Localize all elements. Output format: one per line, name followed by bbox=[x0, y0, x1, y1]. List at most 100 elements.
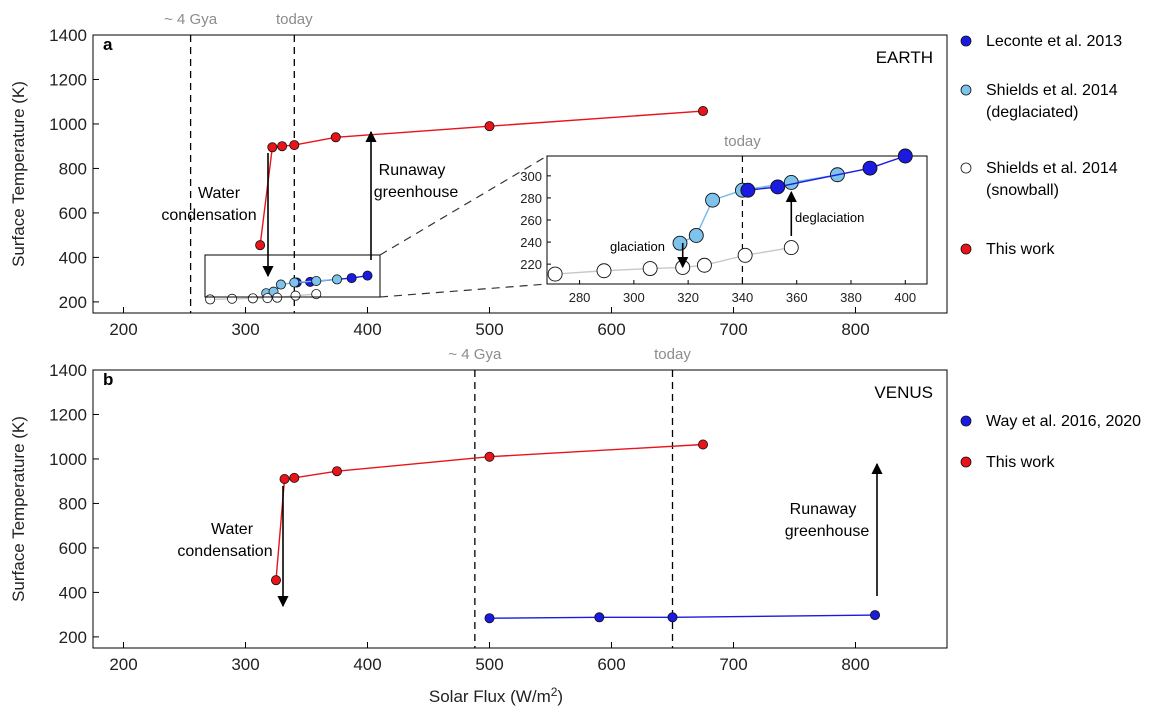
panel-b-data-point bbox=[667, 612, 678, 623]
inset-data-point bbox=[596, 263, 612, 279]
panel-a-vline-label: today bbox=[276, 11, 313, 28]
axis-ticks: 200 300 400 500 600 700 800 200 400 600 800 1000 120… bbox=[49, 26, 870, 674]
inset-data-point bbox=[737, 247, 753, 263]
panel-a-x-tick-label: 400 bbox=[353, 320, 381, 339]
panel-b-x-tick-label: 300 bbox=[231, 655, 259, 674]
panel-a-data-point bbox=[262, 293, 273, 304]
zoom-region-box bbox=[204, 254, 381, 298]
panel-a-data-point bbox=[277, 141, 288, 152]
panel-a-data-point bbox=[484, 121, 495, 132]
data-series bbox=[205, 106, 881, 624]
legends: Leconte et al. 2013 Shields et al. 2014 (d… bbox=[960, 33, 1141, 471]
inset-data-point bbox=[696, 257, 712, 273]
panel-b-y-tick-label: 1400 bbox=[49, 361, 87, 380]
inset-x-tick-label: 300 bbox=[623, 290, 645, 305]
panel-a-legend-marker bbox=[960, 84, 972, 96]
inset-glaciation-label: glaciation bbox=[610, 239, 665, 254]
panel-a-water-condensation-line2: condensation bbox=[161, 207, 256, 224]
panel-a-data-point bbox=[362, 270, 373, 281]
panel-a-data-point bbox=[205, 294, 216, 305]
panel-a-y-tick-label: 1000 bbox=[49, 115, 87, 134]
panel-a-legend-marker bbox=[960, 162, 972, 174]
panel-b-runaway-greenhouse-line2: greenhouse bbox=[785, 523, 870, 540]
plot-frames: a EARTH Surface Temperature (K) b VENUS Surfa… bbox=[9, 34, 948, 649]
panel-b-y-tick-label: 600 bbox=[59, 539, 87, 558]
panel-a-x-tick-label: 200 bbox=[109, 320, 137, 339]
panel-a-data-point bbox=[311, 289, 322, 300]
inset-data-point bbox=[770, 179, 786, 195]
panel-a-data-point bbox=[698, 106, 709, 117]
panel-b-data-point bbox=[594, 612, 605, 623]
inset-y-tick-label: 280 bbox=[520, 191, 542, 206]
inset-x-tick-label: 320 bbox=[677, 290, 699, 305]
panel-a-y-axis-label: Surface Temperature (K) bbox=[9, 81, 28, 267]
inset-x-tick-label: 400 bbox=[894, 290, 916, 305]
inset-data-point bbox=[862, 160, 878, 176]
panel-b-data-point bbox=[698, 439, 709, 450]
inset-data-point bbox=[672, 235, 688, 251]
panel-b-y-tick-label: 400 bbox=[59, 583, 87, 602]
panel-a-water-condensation-line1: Water bbox=[198, 185, 241, 202]
panel-a-x-tick-label: 300 bbox=[231, 320, 259, 339]
panel-b-y-tick-label: 1200 bbox=[49, 405, 87, 424]
inset-x-tick-label: 280 bbox=[569, 290, 591, 305]
vertical-reference-lines: ~ 4 Gya today ~ 4 Gya today bbox=[164, 11, 691, 648]
panel-a-x-tick-label: 700 bbox=[719, 320, 747, 339]
panel-b-x-tick-label: 800 bbox=[841, 655, 869, 674]
panel-a-data-point bbox=[267, 142, 278, 153]
panel-a-frame bbox=[92, 34, 948, 314]
panel-b-data-point bbox=[279, 473, 290, 484]
panel-b-legend-label: Way et al. 2016, 2020 bbox=[986, 413, 1141, 430]
panel-a-legend-label: (snowball) bbox=[986, 182, 1059, 199]
panel-b-y-tick-label: 200 bbox=[59, 628, 87, 647]
panel-b-y-tick-label: 1000 bbox=[49, 450, 87, 469]
inset-x-tick-label: 360 bbox=[786, 290, 808, 305]
panel-a-legend-label: This work bbox=[986, 241, 1055, 258]
panel-a-letter: a bbox=[103, 35, 113, 54]
panel-a-y-tick-label: 400 bbox=[59, 248, 87, 267]
panel-a-y-tick-label: 1200 bbox=[49, 70, 87, 89]
panel-a-legend-label: Shields et al. 2014 bbox=[986, 160, 1118, 177]
panel-b-legend-marker bbox=[960, 456, 972, 468]
panel-b-data-point bbox=[289, 472, 300, 483]
panel-a-data-point bbox=[330, 132, 341, 143]
panel-a-legend-marker bbox=[960, 243, 972, 255]
panel-b-vline-label: today bbox=[654, 346, 691, 363]
inset-y-tick-label: 300 bbox=[520, 169, 542, 184]
panel-a-data-point bbox=[346, 273, 357, 284]
panel-a-legend-label: (deglaciated) bbox=[986, 104, 1079, 121]
inset-data-point bbox=[688, 227, 704, 243]
panel-b-letter: b bbox=[103, 370, 113, 389]
inset-y-tick-label: 220 bbox=[520, 257, 542, 272]
inset-data-point bbox=[897, 148, 913, 164]
panel-a-data-point bbox=[227, 293, 238, 304]
panel-a-y-tick-label: 200 bbox=[59, 293, 87, 312]
panel-b-frame bbox=[92, 369, 948, 649]
panel-a-x-tick-label: 600 bbox=[597, 320, 625, 339]
inset-y-tick-label: 240 bbox=[520, 235, 542, 250]
zoom-connector-top bbox=[379, 155, 548, 256]
panel-b-data-point bbox=[270, 575, 281, 586]
panel-b-water-condensation-line2: condensation bbox=[177, 543, 272, 560]
x-axis-label: Solar Flux (W/m2) bbox=[429, 685, 563, 706]
panel-a-data-point bbox=[290, 290, 301, 301]
panel-b-series-line bbox=[489, 614, 876, 619]
panel-a-title: EARTH bbox=[876, 48, 933, 67]
panel-b-x-tick-label: 200 bbox=[109, 655, 137, 674]
inset-data-point bbox=[547, 266, 563, 282]
panel-a-y-tick-label: 1400 bbox=[49, 26, 87, 45]
panel-a-x-tick-label: 500 bbox=[475, 320, 503, 339]
inset-data-point bbox=[740, 182, 756, 198]
panel-b-data-point bbox=[331, 466, 342, 477]
panel-b-y-axis-label: Surface Temperature (K) bbox=[9, 416, 28, 602]
panel-a-data-point bbox=[247, 293, 258, 304]
panel-b-x-tick-label: 400 bbox=[353, 655, 381, 674]
panel-a-data-point bbox=[331, 274, 342, 285]
panel-b-data-point bbox=[484, 451, 495, 462]
panel-b-legend-label: This work bbox=[986, 454, 1055, 471]
panel-a-x-tick-label: 800 bbox=[841, 320, 869, 339]
panel-a-data-point bbox=[289, 140, 300, 151]
inset-vline-label: today bbox=[724, 133, 761, 150]
panel-a-data-point bbox=[311, 275, 322, 286]
